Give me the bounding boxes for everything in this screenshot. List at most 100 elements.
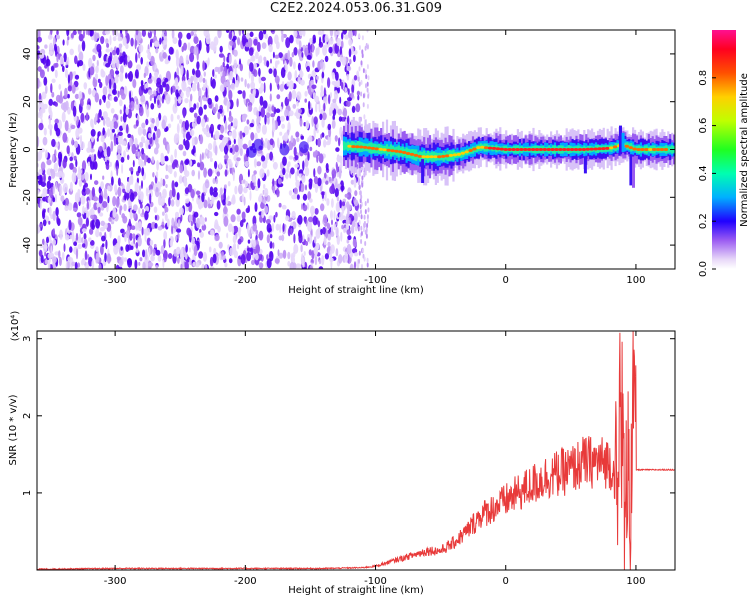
spectrogram-peak-cell [499, 147, 504, 151]
spectrogram-x-tick-label: -100 [364, 275, 387, 286]
spectrogram-noise-cell [125, 72, 128, 79]
spectrogram-noise-cell [117, 32, 121, 42]
spectrogram-noise-cell [59, 184, 63, 196]
spectrogram-noise-cell [308, 182, 313, 190]
spectrogram-peak-cell [386, 148, 391, 152]
spectrogram-noise-cell [116, 47, 120, 56]
spectrogram-noise-cell [360, 231, 363, 236]
spectrogram-noise-cell [301, 203, 303, 211]
spectrogram-noise-cell [306, 202, 310, 211]
spectrogram-noise-cell [313, 127, 316, 139]
spectrogram-y-tick-label: 40 [22, 48, 33, 61]
spectrogram-noise-cell [44, 44, 48, 49]
spectrogram-noise-cell [233, 41, 236, 49]
spectrogram-noise-cell [185, 131, 192, 141]
spectrogram-noise-cell [362, 248, 365, 253]
spectrogram-noise-cell [44, 259, 49, 265]
spectrogram-noise-cell [106, 146, 111, 158]
spectrogram-noise-cell [152, 132, 156, 141]
spectrogram-noise-cell [315, 228, 321, 239]
spectrogram-noise-cell [222, 199, 226, 206]
spectrogram-noise-cell [37, 36, 42, 43]
spectrogram-noise-cell [128, 103, 132, 110]
spectrogram-noise-cell [52, 184, 55, 195]
spectrogram-noise-cell [192, 261, 196, 267]
spectrogram-peak-cell [382, 148, 387, 152]
spectrogram-noise-cell [79, 233, 81, 242]
spectrogram-peak-cell [581, 148, 587, 151]
spectrogram-noise-cell [293, 243, 299, 254]
spectrogram-noise-cell [275, 223, 280, 231]
spectrogram-noise-cell [350, 179, 355, 185]
spectrogram-noise-cell [91, 219, 96, 231]
spectrogram-noise-cell [168, 55, 171, 61]
spectrogram-noise-cell [213, 247, 217, 255]
spectrogram-noise-cell [39, 69, 45, 79]
spectrogram-noise-cell [210, 130, 214, 138]
spectrogram-noise-cell [337, 86, 340, 94]
spectrogram-noise-cell [344, 193, 349, 198]
spectrogram-noise-cell [89, 148, 95, 153]
spectrogram-noise-cell [184, 139, 190, 151]
spectrogram-noise-cell [224, 262, 228, 268]
spectrogram-noise-cell [366, 214, 369, 220]
spectrogram-noise-cell [65, 100, 69, 111]
spectrogram-noise-cell [52, 210, 56, 221]
spectrogram-noise-cell [54, 43, 57, 52]
spectrogram-noise-cell [48, 98, 53, 106]
spectrogram-signal-cell [298, 141, 309, 154]
spectrogram-noise-cell [203, 71, 206, 77]
spectrogram-noise-cell [290, 167, 295, 175]
spectrogram-noise-cell [199, 217, 202, 223]
spectrogram-peak-cell [659, 148, 665, 151]
spectrogram-noise-cell [281, 32, 284, 43]
spectrogram-noise-cell [244, 160, 250, 168]
spectrogram-noise-cell [254, 202, 258, 213]
spectrogram-noise-cell [352, 238, 357, 248]
spectrogram-noise-cell [273, 68, 277, 78]
spectrogram-noise-cell [281, 123, 285, 129]
spectrogram-noise-cell [252, 89, 256, 98]
spectrogram-noise-cell [40, 161, 46, 171]
spectrogram-noise-cell [247, 37, 253, 48]
spectrogram-noise-cell [335, 248, 339, 257]
spectrogram-noise-cell [341, 56, 347, 66]
spectrogram-noise-cell [346, 192, 352, 200]
spectrogram-noise-cell [48, 42, 54, 51]
spectrogram-noise-cell [203, 83, 206, 92]
spectrogram-noise-cell [320, 133, 323, 140]
spectrogram-noise-cell [192, 68, 195, 76]
spectrogram-noise-cell [173, 133, 179, 144]
spectrogram-noise-cell [150, 55, 155, 66]
spectrogram-noise-cell [223, 154, 229, 160]
spectrogram-noise-cell [115, 159, 119, 171]
spectrogram-noise-cell [281, 204, 287, 210]
spectrogram-noise-cell [191, 137, 195, 148]
spectrogram-noise-cell [100, 181, 104, 190]
spectrogram-signal-cell [279, 143, 290, 156]
spectrogram-noise-cell [103, 95, 106, 103]
spectrogram-noise-cell [207, 97, 212, 105]
spectrogram-noise-cell [356, 90, 360, 96]
spectrogram-noise-cell [271, 222, 275, 232]
spectrogram-noise-cell [52, 197, 56, 203]
spectrogram-noise-cell [294, 155, 299, 161]
spectrogram-noise-cell [295, 263, 301, 269]
spectrogram-spike [583, 156, 587, 174]
spectrogram-peak-cell [487, 146, 493, 150]
spectrogram-noise-cell [323, 236, 327, 246]
spectrogram-noise-cell [59, 55, 65, 65]
spectrogram-noise-cell [262, 161, 268, 169]
spectrogram-noise-cell [97, 206, 101, 214]
spectrogram-noise-cell [154, 214, 157, 221]
spectrogram-noise-cell [324, 253, 329, 260]
spectrogram-peak-cell [546, 148, 551, 151]
spectrogram-noise-cell [47, 124, 53, 130]
spectrogram-noise-cell [102, 111, 108, 120]
spectrogram-noise-cell [234, 66, 237, 75]
spectrogram-noise-cell [69, 162, 74, 170]
spectrogram-noise-cell [223, 216, 229, 227]
spectrogram-noise-cell [119, 125, 124, 132]
spectrogram-noise-cell [293, 30, 298, 38]
spectrogram-peak-cell [569, 148, 575, 151]
